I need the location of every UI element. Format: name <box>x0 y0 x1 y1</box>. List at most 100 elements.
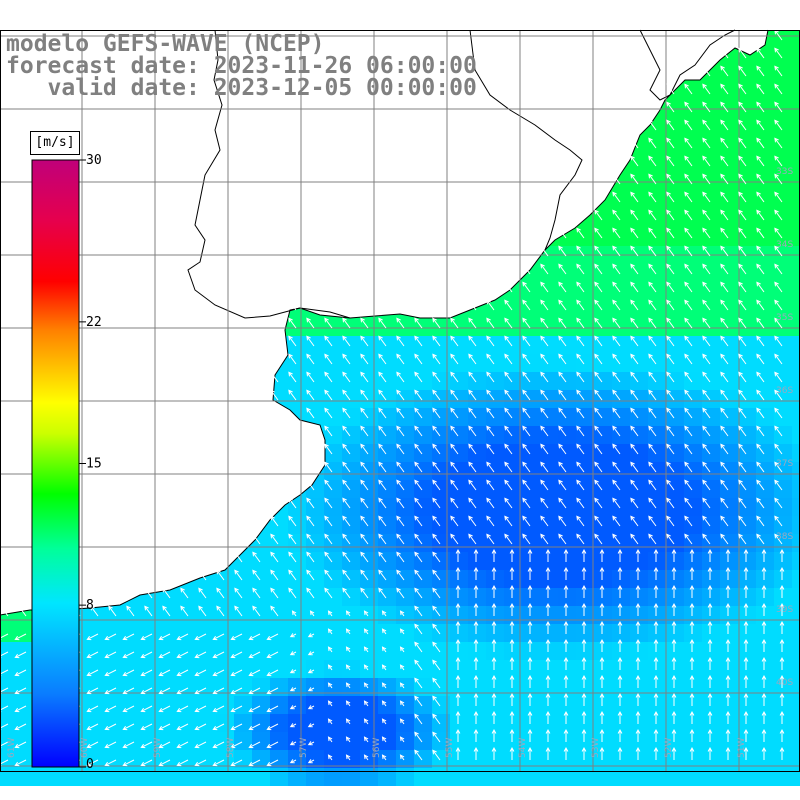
wind-arrow <box>630 407 639 419</box>
wind-arrow <box>491 674 497 688</box>
wind-arrow <box>504 371 513 383</box>
wind-arrow <box>563 584 569 598</box>
wind-arrow <box>630 227 639 239</box>
wind-arrow <box>563 656 569 670</box>
speed-cell <box>720 642 738 660</box>
speed-cell <box>612 732 630 750</box>
wind-arrow <box>756 47 765 59</box>
speed-cell <box>612 624 630 642</box>
wind-arrow <box>707 548 713 562</box>
wind-arrow <box>473 584 479 598</box>
wind-arrow <box>756 299 765 311</box>
wind-arrow <box>345 736 351 743</box>
speed-cell <box>774 642 792 660</box>
speed-cell <box>576 552 594 570</box>
wind-arrow <box>720 119 729 131</box>
speed-cell <box>774 660 792 678</box>
wind-arrow <box>306 587 315 599</box>
wind-arrow <box>104 687 117 695</box>
wind-arrow <box>738 65 747 77</box>
speed-cell <box>90 750 108 768</box>
wind-arrow <box>684 461 693 473</box>
wind-arrow <box>455 638 461 652</box>
speed-cell <box>702 660 720 678</box>
wind-arrow <box>720 479 729 491</box>
wind-arrow <box>306 497 315 509</box>
wind-arrow <box>558 425 567 437</box>
speed-cell <box>324 732 342 750</box>
wind-arrow <box>779 548 785 562</box>
wind-arrow <box>702 335 711 347</box>
wind-arrow <box>396 551 405 563</box>
speed-cell <box>504 696 522 714</box>
wind-arrow <box>473 548 479 562</box>
wind-arrow <box>720 47 729 59</box>
wind-arrow <box>756 83 765 95</box>
speed-cell <box>306 678 324 696</box>
wind-arrow <box>14 687 27 695</box>
speed-cell <box>666 552 684 570</box>
wind-arrow <box>122 687 135 695</box>
wind-arrow <box>635 602 641 616</box>
speed-cell <box>270 660 288 678</box>
speed-cell <box>324 624 342 642</box>
wind-arrow <box>450 497 459 509</box>
wind-arrow <box>630 353 639 365</box>
wind-arrow <box>702 65 711 77</box>
wind-arrow <box>342 353 351 365</box>
wind-arrow <box>194 759 207 767</box>
wind-arrow <box>617 656 623 670</box>
wind-arrow <box>414 479 423 491</box>
speed-cell <box>648 642 666 660</box>
wind-arrow <box>324 569 333 581</box>
speed-cell <box>252 660 270 678</box>
wind-arrow <box>158 669 171 677</box>
wind-arrow <box>774 281 783 293</box>
speed-cell <box>126 624 144 642</box>
wind-arrow <box>558 317 567 329</box>
speed-cell <box>288 660 306 678</box>
wind-arrow <box>345 628 351 635</box>
speed-cell <box>594 606 612 624</box>
speed-cell <box>792 678 800 696</box>
speed-cell <box>648 732 666 750</box>
wind-arrow <box>527 656 533 670</box>
wind-arrow <box>399 682 405 689</box>
wind-arrow <box>581 728 587 742</box>
wind-arrow <box>450 317 459 329</box>
speed-cell <box>216 696 234 714</box>
wind-arrow <box>288 497 297 509</box>
wind-arrow <box>342 587 351 599</box>
wind-arrow <box>468 353 477 365</box>
wind-arrow <box>540 263 549 275</box>
wind-arrow <box>648 173 657 185</box>
wind-arrow <box>266 633 279 641</box>
speed-cell <box>90 732 108 750</box>
speed-cell <box>540 750 558 768</box>
wind-arrow <box>774 479 783 491</box>
wind-arrow <box>104 741 117 749</box>
wind-arrow <box>720 425 729 437</box>
wind-arrow <box>738 353 747 365</box>
speed-cell <box>720 678 738 696</box>
speed-cell <box>774 750 792 768</box>
wind-arrow <box>563 746 569 760</box>
wind-arrow <box>342 407 351 419</box>
wind-arrow <box>648 119 657 131</box>
wind-arrow <box>288 569 297 581</box>
wind-arrow <box>720 245 729 257</box>
longitude-label: 61W <box>7 738 17 758</box>
speed-cell <box>504 624 522 642</box>
speed-cell <box>468 768 486 786</box>
wind-arrow <box>144 587 153 599</box>
speed-cell <box>468 714 486 732</box>
wind-arrow <box>702 209 711 221</box>
wind-arrow <box>720 281 729 293</box>
wind-arrow <box>720 407 729 419</box>
wind-arrow <box>414 533 423 545</box>
wind-arrow <box>774 389 783 401</box>
wind-arrow <box>653 620 659 634</box>
speed-cell <box>468 642 486 660</box>
wind-arrow <box>342 497 351 509</box>
wind-arrow <box>563 566 569 580</box>
